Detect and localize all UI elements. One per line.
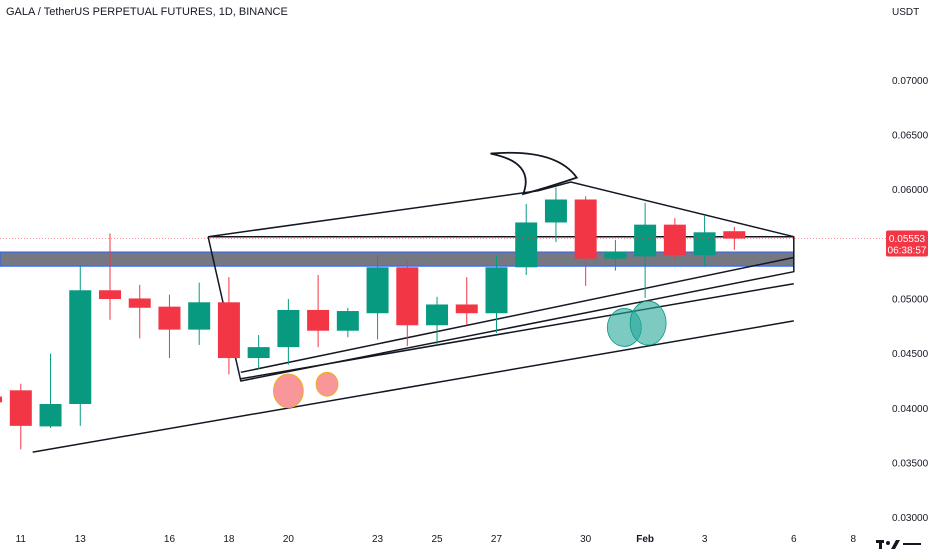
candle-11 [336, 307, 359, 338]
candle-body [188, 302, 211, 330]
candles-group [0, 187, 746, 450]
price-tick-label: 0.06500 [892, 130, 929, 141]
price-tick-label: 0.04500 [892, 349, 929, 360]
channel-top-line [207, 181, 794, 238]
candle-body [336, 311, 359, 331]
price-tick-label: 0.04000 [892, 404, 929, 415]
drawings-group [32, 151, 795, 453]
time-tick-label: 25 [431, 534, 443, 545]
candle-body [604, 251, 627, 259]
candle-5 [158, 294, 181, 359]
tradingview-logo-icon [876, 540, 921, 549]
time-tick-label: 6 [791, 534, 797, 545]
time-tick-label: 20 [283, 534, 295, 545]
time-tick-label: 30 [580, 534, 592, 545]
candle-4 [128, 284, 151, 339]
candle-body [9, 390, 32, 426]
price-tick-label: 0.05000 [892, 295, 929, 306]
time-tick-label: 27 [491, 534, 503, 545]
candle-body [69, 290, 92, 404]
time-tick-label: 23 [372, 534, 384, 545]
time-tick-label: 11 [16, 534, 27, 545]
candle-18 [544, 187, 567, 243]
price-tick-label: 0.03500 [892, 459, 929, 470]
candle-21 [634, 202, 657, 298]
candle-body [247, 347, 270, 359]
candle-10 [307, 274, 330, 348]
candle-12 [366, 255, 389, 340]
countdown-label: 06:38:57 [888, 246, 927, 257]
red-ellipse-1 [272, 373, 304, 409]
candle-body [723, 231, 746, 239]
candle-body [485, 267, 508, 314]
candle-24 [723, 226, 746, 250]
candle-body [217, 302, 240, 359]
candle-body [693, 232, 716, 256]
candle-7 [217, 277, 240, 375]
candle-8 [247, 335, 270, 369]
current-price-badge [886, 230, 928, 257]
candle-body [158, 306, 181, 330]
candle-body [515, 222, 538, 268]
time-tick-label: 16 [164, 534, 176, 545]
price-axis-unit: USDT [892, 7, 919, 18]
candle-body [396, 267, 419, 326]
green-ellipse-2 [629, 300, 667, 346]
candle--1 [0, 396, 3, 403]
candle-body [455, 304, 478, 314]
candle-20 [604, 239, 627, 271]
time-tick-label: 13 [75, 534, 87, 545]
candle-body [99, 290, 121, 300]
time-tick-label: 18 [223, 534, 235, 545]
candle-14 [426, 296, 449, 345]
candle-23 [693, 215, 716, 267]
chart-title: GALA / TetherUS PERPETUAL FUTURES, 1D, B… [6, 6, 288, 18]
candle-22 [663, 218, 686, 260]
candle-2 [69, 266, 92, 426]
candle-body [128, 298, 151, 308]
time-tick-label: 3 [702, 534, 708, 545]
candle-3 [99, 233, 121, 320]
candle-0 [9, 383, 32, 450]
swoosh-shape [490, 151, 579, 196]
price-tick-label: 0.03000 [892, 513, 929, 524]
candle-9 [277, 299, 300, 365]
candle-body [39, 403, 62, 427]
candle-body [366, 267, 389, 314]
mid-trend-line [240, 282, 794, 380]
candle-17 [515, 203, 538, 275]
time-tick-label: Feb [636, 534, 654, 545]
red-ellipse-2 [315, 371, 339, 397]
candle-body [663, 224, 686, 256]
candle-body [634, 224, 657, 257]
candle-body [544, 199, 567, 223]
time-axis: 11 13 16 18 20 23 25 27 30 Feb 3 6 8 [16, 534, 857, 545]
candle-body [277, 309, 300, 348]
candle-body [426, 304, 449, 326]
candle-15 [455, 277, 478, 326]
price-axis: 0.070000.065000.060000.055000.050000.045… [892, 76, 929, 524]
time-tick-label: 8 [850, 534, 856, 545]
candle-13 [396, 259, 419, 347]
candle-body [307, 309, 330, 331]
candle-1 [39, 353, 62, 429]
candle-19 [574, 196, 597, 286]
lower-trend-line [32, 320, 794, 453]
candle-6 [188, 282, 211, 345]
candle-16 [485, 255, 508, 333]
candle-body [0, 396, 3, 403]
current-price-label: 0.05553 [889, 234, 926, 245]
candle-body [574, 199, 597, 259]
price-tick-label: 0.06000 [892, 185, 929, 196]
price-tick-label: 0.07000 [892, 76, 929, 87]
channel-inner-line [240, 256, 794, 374]
